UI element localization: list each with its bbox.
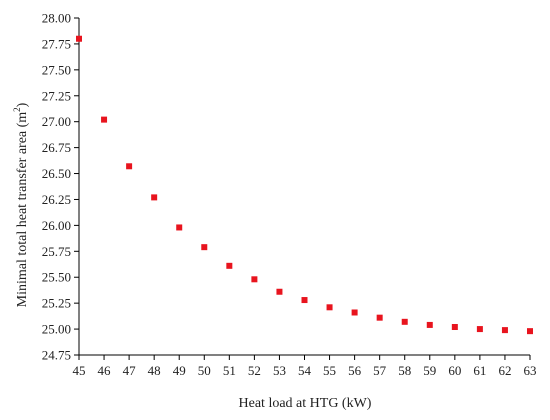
data-point: [76, 35, 82, 42]
data-point: [226, 262, 233, 269]
data-point: [426, 321, 433, 328]
x-tick-label: 60: [448, 363, 461, 378]
data-points: [76, 35, 533, 335]
data-point: [251, 276, 258, 283]
data-point: [376, 314, 383, 321]
y-tick-label: 25.00: [42, 322, 71, 337]
data-point: [476, 326, 483, 333]
data-point: [527, 328, 533, 335]
y-tick-label: 26.75: [42, 140, 71, 155]
y-tick-label: 27.50: [42, 62, 71, 77]
x-tick-label: 58: [398, 363, 411, 378]
data-point: [301, 297, 308, 304]
x-tick-label: 56: [348, 363, 362, 378]
x-tick-label: 53: [273, 363, 286, 378]
y-tick-label: 26.25: [42, 192, 71, 207]
data-point: [176, 224, 183, 231]
data-point: [326, 304, 333, 311]
y-tick-label: 27.75: [42, 36, 71, 51]
y-tick-label: 25.25: [42, 296, 71, 311]
x-tick-label: 54: [298, 363, 312, 378]
y-tick-label: 25.75: [42, 244, 71, 259]
x-tick-label: 46: [98, 363, 112, 378]
data-point: [101, 116, 108, 123]
data-point: [201, 244, 208, 251]
y-axis-title-superscript: 2: [12, 107, 22, 112]
y-tick-label: 28.00: [42, 11, 71, 26]
y-axis-ticks: 24.75 25.00 25.25 25.50 25.75 26.00 26.25 26.50…: [42, 11, 79, 363]
y-tick-label: 25.50: [42, 270, 71, 285]
x-tick-label: 45: [73, 363, 86, 378]
x-tick-label: 51: [223, 363, 236, 378]
y-tick-label: 24.75: [42, 348, 71, 363]
x-tick-label: 49: [173, 363, 186, 378]
x-tick-label: 52: [248, 363, 261, 378]
y-tick-label: 26.50: [42, 166, 71, 181]
y-tick-label: 27.25: [42, 88, 71, 103]
data-point: [501, 327, 508, 334]
x-tick-label: 61: [473, 363, 486, 378]
x-tick-label: 59: [423, 363, 436, 378]
x-tick-label: 47: [123, 363, 137, 378]
x-tick-label: 55: [323, 363, 336, 378]
x-tick-label: 57: [373, 363, 387, 378]
data-point: [451, 324, 458, 331]
data-point: [276, 288, 283, 295]
data-point: [151, 194, 158, 201]
x-axis-ticks: 45 46 47 48 49 50 51 52 53 54 55 56 57 58 59 60 61 62 63: [73, 355, 537, 378]
y-tick-label: 26.00: [42, 218, 71, 233]
x-tick-label: 62: [498, 363, 511, 378]
data-point: [401, 318, 408, 325]
axes: [78, 18, 530, 356]
y-axis-title: Minimal total heat transfer area (m2): [12, 102, 30, 307]
y-axis-title-main: Minimal total heat transfer area (m: [15, 112, 30, 308]
x-tick-label: 48: [148, 363, 161, 378]
data-point: [126, 163, 133, 170]
x-tick-label: 50: [198, 363, 211, 378]
y-tick-label: 27.00: [42, 114, 71, 129]
data-point: [351, 309, 358, 316]
x-axis-title: Heat load at HTG (kW): [239, 396, 372, 411]
y-axis-title-close: ): [15, 102, 30, 107]
x-tick-label: 63: [524, 363, 537, 378]
